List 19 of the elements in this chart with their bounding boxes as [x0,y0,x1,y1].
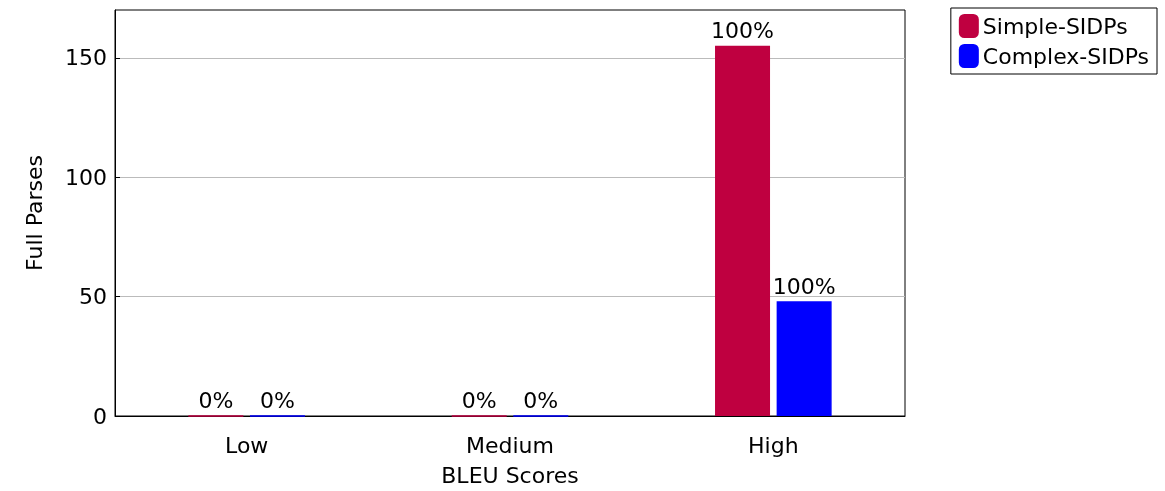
data-label: 0% [198,387,234,413]
y-tick-label: 150 [65,45,107,71]
x-tick-label: High [748,432,799,458]
data-label: 0% [260,387,295,413]
bar [776,301,832,416]
y-tick-label: 50 [79,284,107,310]
data-label: 0% [461,387,497,413]
x-axis-title: BLEU Scores [441,462,579,488]
data-label: 0% [523,387,559,413]
x-tick-label: Medium [466,432,554,458]
annotation: 100% [772,273,836,299]
legend-label: Simple-SIDPs [982,13,1128,39]
annotation: 100% [711,18,774,44]
bar [715,45,771,416]
y-tick-label: 100 [65,164,107,190]
y-tick-label: 0 [93,403,107,429]
x-tick-label: Low [225,432,269,458]
legend-label: Complex-SIDPs [982,43,1149,69]
y-axis-title: Full Parses [21,155,47,271]
